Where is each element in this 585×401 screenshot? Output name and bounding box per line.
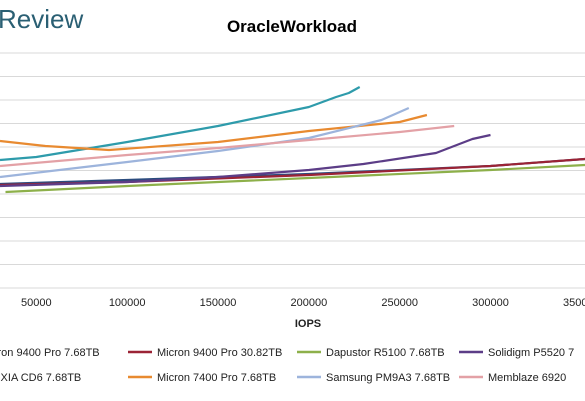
x-axis-title: IOPS (295, 318, 321, 330)
x-tick-labels: 50000 100000 150000 200000 250000 300000 35000… (21, 297, 585, 309)
legend-label: Micron 7400 Pro 7.68TB (157, 372, 276, 384)
x-tick-label: 150000 (200, 297, 237, 309)
series-line-3 (0, 133, 491, 188)
series-line-2 (5, 163, 585, 194)
legend-label: OXIA CD6 7.68TB (0, 372, 81, 384)
x-tick-label: 250000 (381, 297, 418, 309)
series-line-4 (0, 86, 361, 162)
legend-label: Solidigm P5520 7 (488, 347, 574, 359)
logo-text: Review (0, 4, 83, 34)
x-tick-label: 100000 (109, 297, 146, 309)
x-tick-label: 300000 (472, 297, 509, 309)
x-tick-label: 50000 (21, 297, 52, 309)
series-line-7 (0, 124, 455, 168)
legend-label: cron 9400 Pro 7.68TB (0, 347, 100, 359)
legend-label: Samsung PM9A3 7.68TB (326, 372, 450, 384)
legend-label: Memblaze 6920 (488, 372, 566, 384)
x-tick-label: 200000 (290, 297, 327, 309)
chart-title: OracleWorkload (227, 17, 357, 36)
series-lines (0, 86, 585, 194)
x-tick-label: 350000 (563, 297, 585, 309)
series-line-5 (0, 113, 428, 152)
legend-label: Dapustor R5100 7.68TB (326, 347, 445, 359)
legend-label: Micron 9400 Pro 30.82TB (157, 347, 282, 359)
legend: cron 9400 Pro 7.68TB Micron 9400 Pro 30.8… (0, 347, 574, 384)
